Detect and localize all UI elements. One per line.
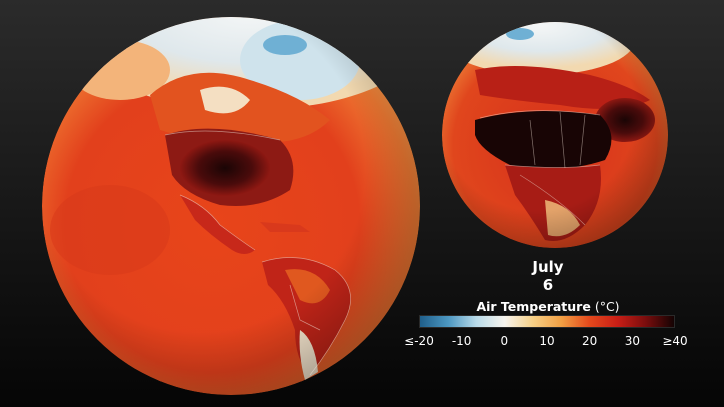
globe-europe-africa — [442, 22, 668, 248]
legend-title-text: Air Temperature — [476, 299, 591, 314]
colorbar-tick-label: 0 — [500, 334, 509, 348]
legend-unit: (°C) — [594, 299, 620, 314]
colorbar-tick-label: ≤-20 — [404, 334, 434, 348]
globe-americas — [42, 17, 420, 395]
colorbar-tick-label: ≥40 — [662, 334, 688, 348]
legend-title: Air Temperature (°C) — [418, 299, 678, 314]
date-day: 6 — [542, 276, 554, 294]
colorbar-tick-label: 30 — [624, 334, 640, 348]
colorbar-tick-label: 10 — [539, 334, 555, 348]
colorbar-tick-label: 20 — [582, 334, 598, 348]
temperature-colorbar — [419, 315, 675, 328]
date-label: July 6 — [508, 258, 588, 294]
colorbar-tick-label: -10 — [451, 334, 472, 348]
borders-europe-africa — [479, 110, 601, 226]
date-month: July — [532, 258, 564, 276]
borders-americas — [164, 130, 351, 376]
